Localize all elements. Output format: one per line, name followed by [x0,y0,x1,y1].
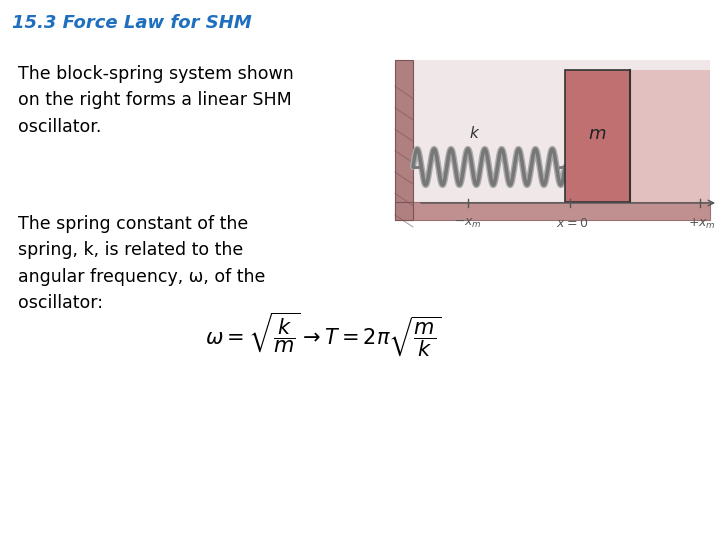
Text: k: k [469,126,478,141]
Text: $+x_m$: $+x_m$ [688,217,716,231]
Text: The spring constant of the
spring, k, is related to the
angular frequency, ω, of: The spring constant of the spring, k, is… [18,215,266,312]
Bar [395,60,413,220]
Text: $-x_m$: $-x_m$ [454,217,482,230]
Text: $\omega = \sqrt{\dfrac{k}{m}} \rightarrow T = 2\pi\sqrt{\dfrac{m}{k}}$: $\omega = \sqrt{\dfrac{k}{m}} \rightarro… [205,311,441,359]
Bar [395,60,710,220]
Bar [395,202,413,220]
Bar [630,70,710,202]
Text: 15.3 Force Law for SHM: 15.3 Force Law for SHM [12,14,252,32]
Bar [413,202,710,220]
Text: $x = 0$: $x = 0$ [556,217,588,230]
Text: m: m [589,125,606,143]
Bar [565,70,630,202]
Text: The block-spring system shown
on the right forms a linear SHM
oscillator.: The block-spring system shown on the rig… [18,65,294,136]
